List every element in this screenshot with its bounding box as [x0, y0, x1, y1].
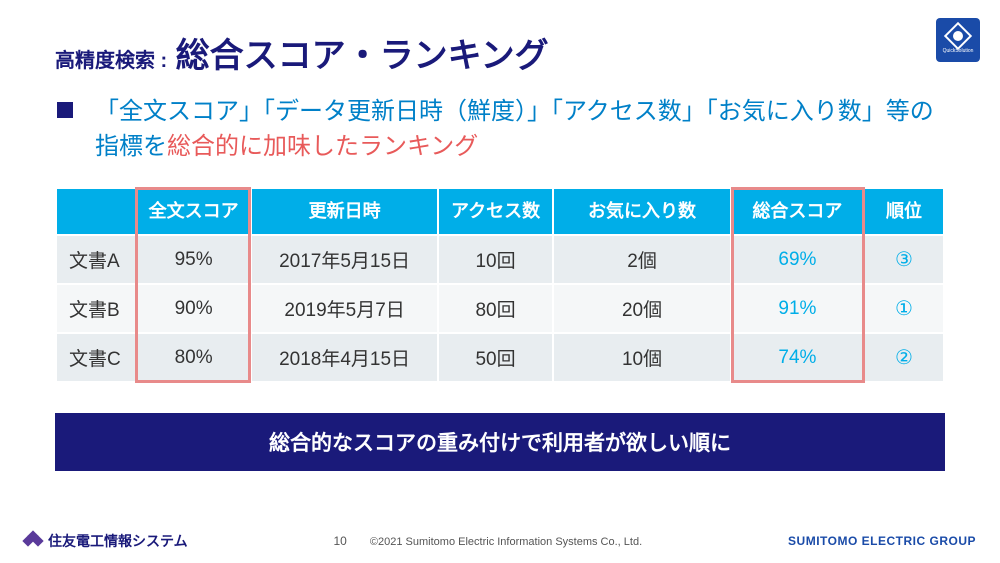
cell-rank: ①: [864, 284, 944, 333]
th-rank: 順位: [864, 188, 944, 236]
th-score: 全文スコア: [136, 188, 251, 236]
title-prefix: 高精度検索 :: [55, 50, 167, 72]
summary-banner: 総合的なスコアの重み付けで利用者が欲しい順に: [55, 413, 945, 471]
copyright-text: ©2021 Sumitomo Electric Information Syst…: [370, 536, 642, 548]
footer-group-name: SUMITOMO ELECTRIC GROUP: [788, 534, 976, 548]
title-main: 総合スコア・ランキング: [176, 37, 549, 75]
cell-date: 2019年5月7日: [251, 284, 437, 333]
th-access: アクセス数: [438, 188, 553, 236]
cell-score: 90%: [136, 284, 251, 333]
page-number: 10: [334, 534, 347, 548]
cell-total: 74%: [731, 333, 864, 382]
cell-total: 91%: [731, 284, 864, 333]
cell-fav: 20個: [553, 284, 731, 333]
bullet-text-accent: 総合的に加味したランキング: [167, 133, 478, 160]
cell-fav: 10個: [553, 333, 731, 382]
cell-doc: 文書B: [56, 284, 136, 333]
cell-date: 2017年5月15日: [251, 235, 437, 284]
cell-score: 80%: [136, 333, 251, 382]
th-fav: お気に入り数: [553, 188, 731, 236]
slide-title: 高精度検索 : 総合スコア・ランキング: [55, 28, 945, 77]
cell-access: 80回: [438, 284, 553, 333]
table-header-row: 全文スコア 更新日時 アクセス数 お気に入り数 総合スコア 順位: [56, 188, 944, 236]
cell-access: 10回: [438, 235, 553, 284]
slide-footer: 住友電工情報システム 10 ©2021 Sumitomo Electric In…: [0, 531, 1000, 551]
cell-doc: 文書A: [56, 235, 136, 284]
footer-company: 住友電工情報システム: [24, 531, 188, 551]
cell-fav: 2個: [553, 235, 731, 284]
product-logo-icon: QuickSolution: [936, 18, 980, 62]
table-row: 文書C 80% 2018年4月15日 50回 10個 74% ②: [56, 333, 944, 382]
cell-rank: ③: [864, 235, 944, 284]
cell-score: 95%: [136, 235, 251, 284]
table-row: 文書B 90% 2019年5月7日 80回 20個 91% ①: [56, 284, 944, 333]
slide: QuickSolution 高精度検索 : 総合スコア・ランキング 「全文スコア…: [0, 0, 1000, 563]
th-doc: [56, 188, 136, 236]
cell-date: 2018年4月15日: [251, 333, 437, 382]
cell-access: 50回: [438, 333, 553, 382]
bullet-marker-icon: [57, 102, 73, 118]
th-date: 更新日時: [251, 188, 437, 236]
th-total: 総合スコア: [731, 188, 864, 236]
cell-total: 69%: [731, 235, 864, 284]
cell-rank: ②: [864, 333, 944, 382]
footer-company-name: 住友電工情報システム: [48, 531, 188, 551]
bullet-block: 「全文スコア」「データ更新日時（鮮度）」「アクセス数」「お気に入り数」等の指標を…: [55, 95, 945, 165]
footer-center: 10 ©2021 Sumitomo Electric Information S…: [334, 534, 643, 548]
score-table: 全文スコア 更新日時 アクセス数 お気に入り数 総合スコア 順位 文書A 95%…: [55, 187, 945, 384]
table-row: 文書A 95% 2017年5月15日 10回 2個 69% ③: [56, 235, 944, 284]
company-logo-icon: [24, 532, 42, 550]
cell-doc: 文書C: [56, 333, 136, 382]
score-table-wrap: 全文スコア 更新日時 アクセス数 お気に入り数 総合スコア 順位 文書A 95%…: [55, 187, 945, 384]
bullet-text: 「全文スコア」「データ更新日時（鮮度）」「アクセス数」「お気に入り数」等の指標を…: [95, 95, 945, 165]
